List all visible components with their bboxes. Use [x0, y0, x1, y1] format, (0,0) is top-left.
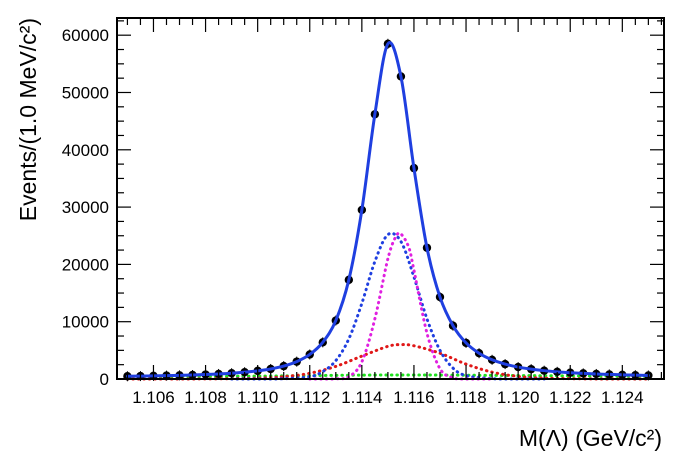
x-tick-label: 1.112 [289, 388, 330, 407]
y-tick-label: 20000 [62, 255, 109, 274]
x-tick-label: 1.118 [445, 388, 486, 407]
signal-component-3-curve [125, 343, 650, 381]
x-tick-label: 1.122 [549, 388, 592, 407]
y-axis-title: Events/(1.0 MeV/c²) [15, 18, 41, 221]
y-tick-label: 10000 [62, 313, 109, 332]
y-tick-label: 60000 [62, 26, 109, 45]
y-tick-label: 50000 [62, 83, 109, 102]
x-tick-label: 1.120 [497, 388, 540, 407]
axis-layer: 1.106 1.108 1.110 1.112 1.114 1.116 1.118 1.120… [62, 18, 664, 407]
signal-component-2-curve [308, 231, 494, 381]
y-tick-label: 30000 [62, 198, 109, 217]
total-fit-curve [125, 41, 650, 378]
y-tick-label: 0 [100, 370, 109, 389]
x-axis-title: M(Λ) (GeV/c²) [519, 425, 662, 451]
x-tick-label: 1.114 [341, 388, 382, 407]
x-tick-label: 1.116 [393, 388, 434, 407]
x-tick-label: 1.108 [184, 388, 227, 407]
x-tick-label: 1.110 [237, 388, 278, 407]
x-tick-label: 1.106 [132, 388, 175, 407]
x-tick-label: 1.124 [601, 388, 644, 407]
series-layer [123, 38, 653, 382]
plot-frame [116, 17, 665, 380]
y-tick-label: 40000 [62, 141, 109, 160]
